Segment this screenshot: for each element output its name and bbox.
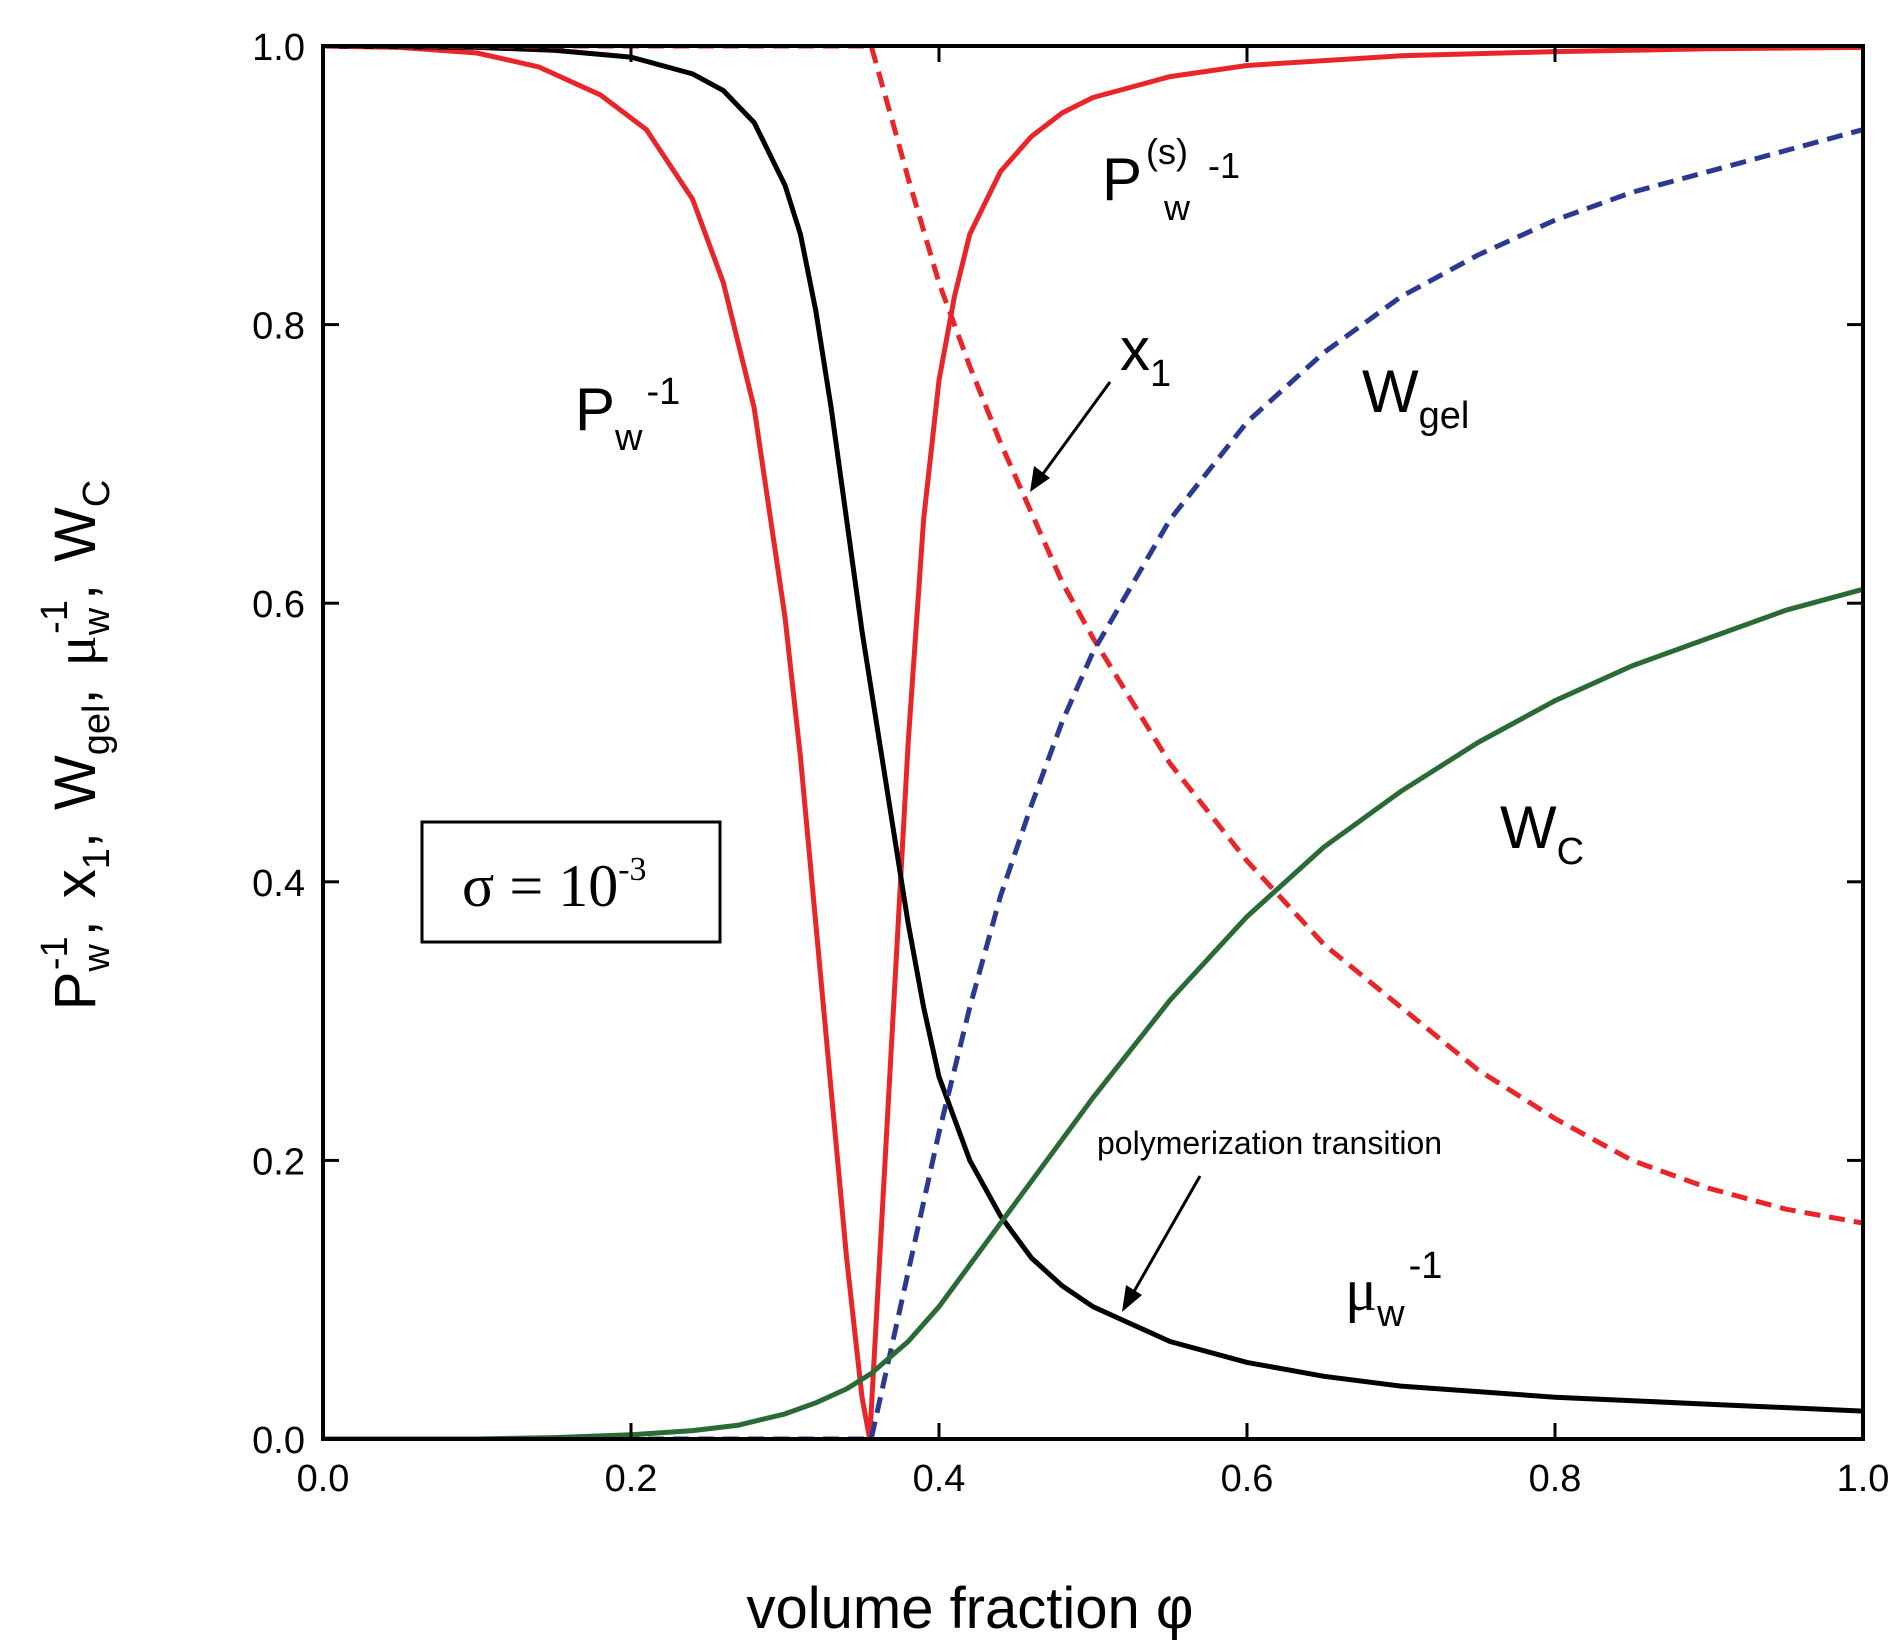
y-tick-label: 0.2 — [252, 1141, 305, 1183]
tick-labels: 0.0 0.2 0.4 0.6 0.8 1.0 0.0 0.2 0.4 0.6 0.8 1.0 — [252, 27, 1889, 1500]
label-wc: WC — [1500, 794, 1584, 873]
x-tick-label: 0.0 — [297, 1458, 350, 1500]
y-tick-label: 0.0 — [252, 1420, 305, 1462]
x-tick-label: 0.6 — [1221, 1458, 1274, 1500]
label-wgel: Wgel — [1362, 358, 1469, 437]
x-tick-label: 1.0 — [1837, 1458, 1890, 1500]
y-tick-label: 0.6 — [252, 584, 305, 626]
label-x1: x1 — [1120, 316, 1171, 395]
sigma-box — [420, 820, 722, 944]
svg-text:Pw-1,x1,Wgel,μw-1,WC: Pw-1,x1,Wgel,μw-1,WC — [34, 480, 118, 1011]
arrow-x1 — [1030, 381, 1112, 492]
x-axis-title: volume fraction φ — [746, 1576, 1193, 1641]
x-tick-label: 0.2 — [605, 1458, 658, 1500]
label-polymerization-transition: polymerization transition — [1097, 1125, 1442, 1161]
label-pw: Pw-1 — [575, 371, 680, 459]
series-line-black-solid — [323, 46, 1863, 1414]
series-line-red-solid — [323, 46, 1863, 1439]
series-line-green-solid — [323, 586, 1863, 1439]
x-tick-label: 0.4 — [913, 1458, 966, 1500]
x-tick-label: 0.8 — [1529, 1458, 1582, 1500]
series-layer — [323, 46, 1863, 1439]
y-tick-label: 0.8 — [252, 306, 305, 348]
label-pws: P (s) w-1 — [1102, 131, 1240, 228]
y-tick-label: 1.0 — [252, 27, 305, 69]
series-line-red-dashed — [323, 46, 1863, 1226]
plot-frame — [321, 44, 1865, 1441]
arrow-polymerization-transition — [1122, 1175, 1202, 1312]
series-line-blue-dashed — [323, 127, 1863, 1439]
y-axis-title: Pw-1,x1,Wgel,μw-1,WC — [34, 480, 118, 1011]
sigma-label: σ = 10-3 — [462, 851, 647, 919]
label-muw: μw-1 — [1345, 1245, 1442, 1335]
y-tick-label: 0.4 — [252, 863, 305, 905]
